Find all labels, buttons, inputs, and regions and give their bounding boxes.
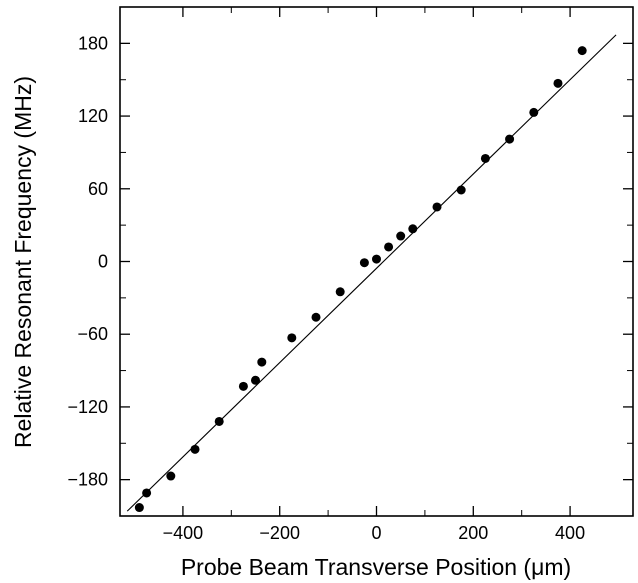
y-tick-label: −120 [67,397,108,417]
y-tick-label: 120 [78,106,108,126]
data-point [529,107,539,117]
data-point [456,185,466,195]
data-point [359,258,369,268]
plot-area: −400 −200 0 200 400 −180 −120 −60 0 60 120 180 [67,6,634,543]
data-point [335,287,345,297]
data-point [553,78,563,88]
data-point [287,333,297,343]
axis-tick-labels: −400 −200 0 200 400 −180 −120 −60 0 60 120 180 [67,33,585,543]
data-point [372,254,381,264]
data-point [396,231,406,241]
data-point [577,46,587,56]
y-tick-label: 180 [78,33,108,53]
data-point [408,224,418,234]
x-tick-label: 400 [555,523,585,543]
data-point [505,134,515,144]
data-point [238,381,248,391]
y-axis-label: Relative Resonant Frequency (MHz) [10,76,36,448]
data-point [142,488,152,498]
x-tick-label: 200 [458,523,488,543]
fit-line [126,34,617,512]
x-axis-label: Probe Beam Transverse Position (μm) [181,554,571,580]
data-point [384,242,394,252]
x-tick-label: 0 [371,523,381,543]
data-point [257,357,267,367]
data-point [480,153,490,163]
data-point [134,503,144,513]
x-tick-label: −200 [259,523,300,543]
data-point [251,375,261,385]
y-tick-label: 0 [98,252,108,272]
y-tick-label: −60 [77,324,108,344]
data-marks [126,34,617,513]
axis-ticks [120,7,633,516]
data-point [214,416,224,426]
data-point [311,312,321,322]
y-tick-label: 60 [88,179,108,199]
data-point [166,471,176,481]
data-point [432,202,442,212]
data-point [190,444,200,454]
x-tick-label: −400 [163,523,204,543]
y-tick-label: −180 [67,470,108,490]
